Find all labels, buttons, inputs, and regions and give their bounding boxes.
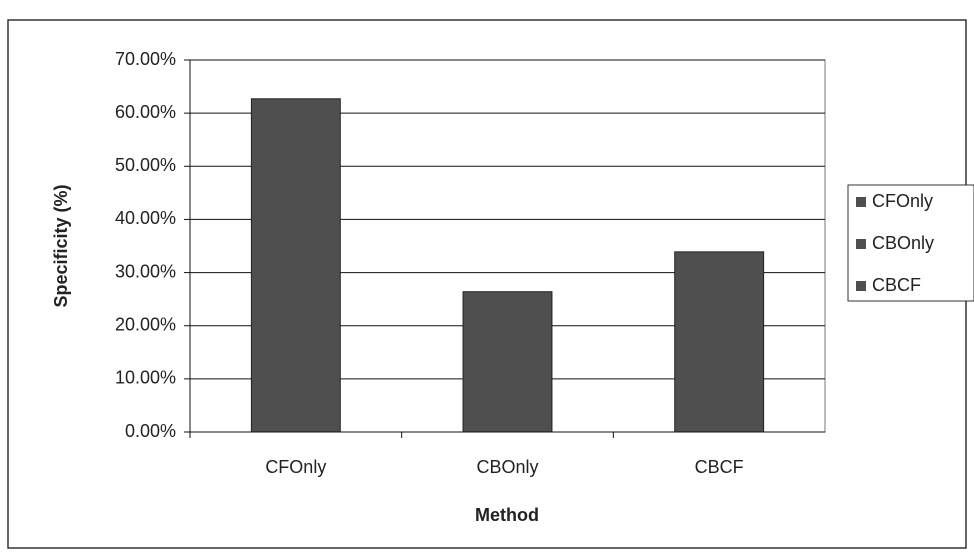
page: Specificity (%) Method 0.00% 10.00% 20.00%… [0, 0, 974, 554]
y-tick-label: 30.00% [115, 261, 176, 281]
y-tick-label: 10.00% [115, 368, 176, 388]
y-tick-label: 60.00% [115, 102, 176, 122]
y-tick-label: 0.00% [125, 421, 176, 441]
legend-label: CBCF [872, 275, 921, 295]
legend-label: CFOnly [872, 191, 933, 211]
y-tick-label: 50.00% [115, 155, 176, 175]
legend-swatch [856, 239, 866, 249]
legend-swatch [856, 197, 866, 207]
x-axis-title: Method [475, 505, 539, 525]
legend-swatch [856, 281, 866, 291]
bar [463, 292, 552, 432]
bar [251, 99, 340, 432]
legend-label: CBOnly [872, 233, 934, 253]
x-tick-label: CBOnly [476, 457, 538, 477]
y-tick-label: 70.00% [115, 49, 176, 69]
y-tick-label: 20.00% [115, 314, 176, 334]
bar [675, 252, 764, 432]
y-tick-label: 40.00% [115, 208, 176, 228]
x-tick-label: CFOnly [265, 457, 326, 477]
chart: Specificity (%) Method 0.00% 10.00% 20.00%… [0, 0, 974, 554]
x-tick-label: CBCF [695, 457, 744, 477]
y-axis-title: Specificity (%) [51, 184, 71, 307]
